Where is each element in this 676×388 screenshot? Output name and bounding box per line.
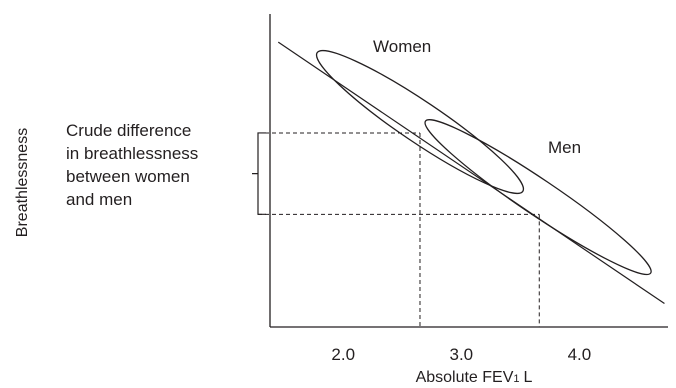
x-axis-label-main: Absolute FEV [416,369,514,386]
x-axis-label-subscript: 1 [513,373,519,385]
x-axis-label: Absolute FEV1 L [416,369,533,386]
x-axis-label-unit: L [524,369,533,386]
men-ellipse [424,119,652,276]
y-axis-label: Breathlessness [14,128,31,237]
annotation-line-2: in breathlessness [66,144,198,163]
x-tick-label-1: 3.0 [450,345,474,364]
men-group-label: Men [548,138,581,157]
plot-area [258,41,665,327]
x-tick-label-2: 4.0 [568,345,592,364]
regression-line [277,41,665,305]
annotation-line-1: Crude difference [66,121,191,140]
crude-difference-annotation: Crude difference in breathlessness betwe… [66,121,198,209]
x-tick-label-0: 2.0 [331,345,355,364]
women-group-label: Women [373,37,431,56]
annotation-line-3: between women [66,167,190,186]
difference-bracket [252,132,266,215]
annotation-line-4: and men [66,190,132,209]
x-ticks: 2.0 3.0 4.0 [331,345,591,364]
women-ellipse [315,49,525,195]
